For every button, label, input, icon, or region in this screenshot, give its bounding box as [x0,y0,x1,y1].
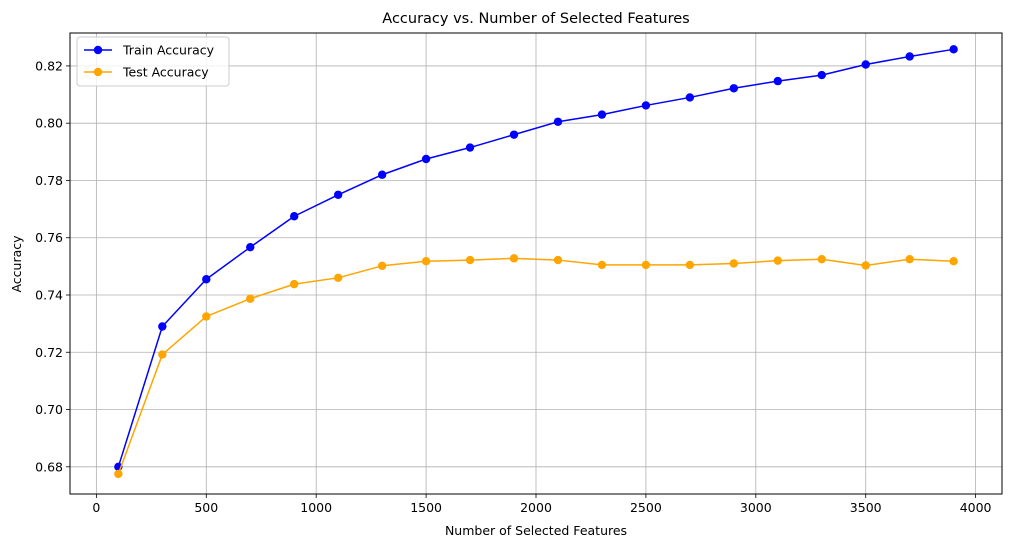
train-accuracy-point [905,52,914,61]
test-accuracy-point [290,279,299,289]
test-accuracy-point [861,261,870,270]
legend-marker-train [93,45,103,55]
train-accuracy-point [685,93,695,102]
y-tick-label: 0.74 [35,287,63,302]
train-accuracy-point [597,110,607,119]
test-accuracy-point [333,273,343,283]
test-accuracy-point [377,261,387,270]
test-accuracy-point [246,294,255,303]
y-tick-label: 0.80 [35,116,63,131]
train-accuracy-point [246,242,255,252]
y-tick-label: 0.72 [35,345,63,360]
grid [70,33,1002,494]
test-accuracy-point [949,257,958,266]
train-accuracy-point [817,70,826,80]
train-accuracy-point [553,117,563,126]
test-accuracy-point [114,469,123,479]
train-accuracy-line [117,48,954,468]
x-tick-label: 3500 [850,500,882,515]
y-tick-label: 0.82 [35,58,63,73]
test-accuracy-point [729,259,739,268]
train-accuracy-point [949,45,958,54]
test-accuracy-point [685,260,695,270]
train-accuracy-point [465,143,475,152]
test-accuracy-point [905,255,914,264]
train-accuracy-point [333,190,343,199]
test-accuracy-point [202,312,211,321]
x-tick-label: 500 [194,500,218,515]
x-tick-label: 2000 [520,500,552,515]
series-layer [114,45,958,479]
y-tick-label: 0.76 [35,230,63,245]
legend-entry-train: Train Accuracy [84,43,215,58]
test-accuracy-point [421,257,431,266]
train-accuracy-point [641,101,651,110]
legend-box [76,36,230,87]
y-axis-ticks: 0.68 0.70 0.72 0.74 0.76 0.78 0.80 0.82 [35,58,70,474]
train-accuracy-point [509,130,519,139]
x-tick-label: 1000 [300,500,332,515]
test-accuracy-point [817,255,826,264]
train-accuracy-point [202,275,211,284]
x-tick-label: 0 [92,500,100,515]
y-tick-label: 0.70 [35,402,63,417]
test-accuracy-point [597,260,607,270]
train-accuracy-point [377,170,387,179]
y-tick-label: 0.78 [35,173,63,188]
y-tick-label: 0.68 [35,459,63,474]
test-accuracy-point [509,254,519,263]
x-tick-label: 4000 [960,500,992,515]
y-axis-label: Accuracy [9,235,24,293]
train-accuracy-point [421,154,431,164]
x-tick-label: 3000 [740,500,772,515]
train-accuracy-point [729,84,739,93]
legend-label-test: Test Accuracy [122,65,209,80]
legend-entry-test: Test Accuracy [84,65,209,80]
x-tick-label: 1500 [410,500,442,515]
x-axis-label: Number of Selected Features [445,523,627,538]
test-accuracy-line [117,257,954,475]
test-accuracy-point [465,255,475,265]
test-accuracy-point [158,350,167,359]
x-tick-label: 2500 [630,500,662,515]
legend: Train Accuracy Test Accuracy [76,36,230,87]
train-accuracy-point [158,322,167,331]
test-accuracy-point [641,260,651,270]
legend-marker-test [93,67,103,77]
train-accuracy-point [773,76,782,86]
x-axis-ticks: 0 500 1000 1500 2000 2500 3000 3500 4000 [92,494,992,515]
train-accuracy-point [861,60,870,69]
legend-label-train: Train Accuracy [122,43,215,58]
test-accuracy-point [773,256,782,265]
train-accuracy-point [290,212,299,221]
chart-title: Accuracy vs. Number of Selected Features [382,11,689,27]
test-accuracy-point [553,255,563,265]
